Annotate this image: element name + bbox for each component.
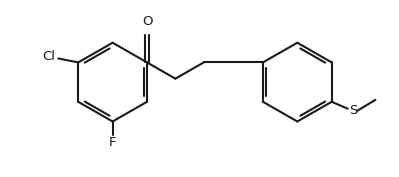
Text: O: O <box>142 15 152 28</box>
Text: F: F <box>109 136 117 149</box>
Text: Cl: Cl <box>42 50 55 63</box>
Text: S: S <box>350 104 358 117</box>
